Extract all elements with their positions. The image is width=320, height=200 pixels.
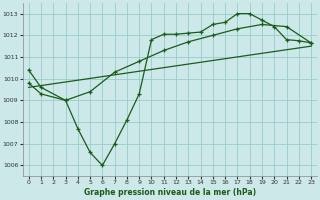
X-axis label: Graphe pression niveau de la mer (hPa): Graphe pression niveau de la mer (hPa) <box>84 188 256 197</box>
